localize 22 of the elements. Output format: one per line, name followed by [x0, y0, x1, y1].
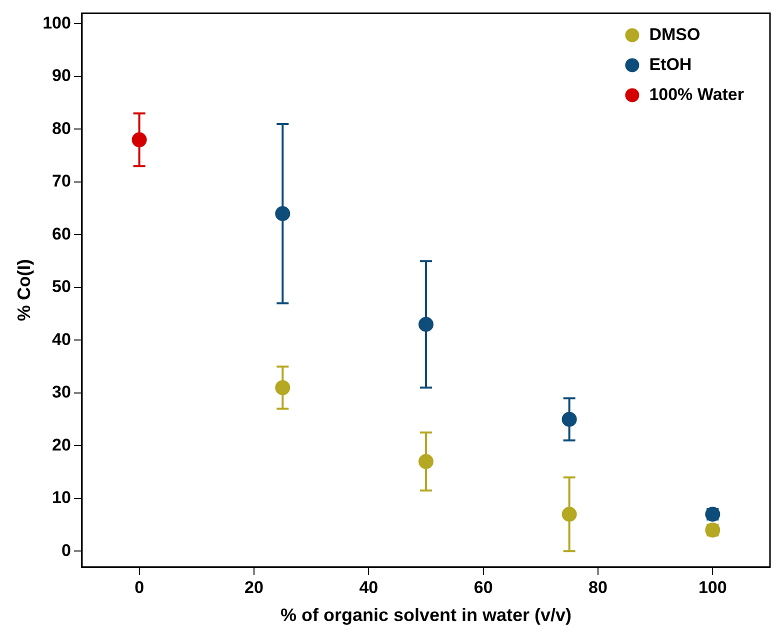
x-tick-label: 20	[244, 578, 264, 597]
y-tick-label: 100	[42, 13, 71, 32]
y-tick-label: 0	[61, 540, 71, 560]
y-tick-label: 60	[52, 224, 71, 244]
x-axis-title: % of organic solvent in water (v/v)	[280, 605, 572, 626]
legend-label: 100% Water	[649, 84, 744, 104]
y-tick-label: 50	[52, 277, 71, 296]
y-tick-label: 70	[52, 172, 71, 191]
y-tick-label: 80	[52, 118, 71, 138]
legend-label: DMSO	[649, 24, 700, 44]
x-tick-label: 60	[474, 578, 493, 597]
y-axis-title: % Co(I)	[14, 259, 34, 322]
x-tick-label: 40	[359, 578, 378, 597]
x-tick-label: 100	[698, 578, 727, 597]
x-tick-label: 0	[134, 578, 144, 597]
x-tick-label: 80	[588, 578, 608, 597]
y-tick-label: 20	[52, 435, 71, 454]
y-tick-label: 40	[52, 330, 71, 349]
legend-label: EtOH	[649, 54, 692, 74]
y-tick-label: 30	[52, 382, 71, 402]
y-tick-label: 90	[52, 66, 71, 86]
y-tick-label: 10	[52, 488, 71, 508]
